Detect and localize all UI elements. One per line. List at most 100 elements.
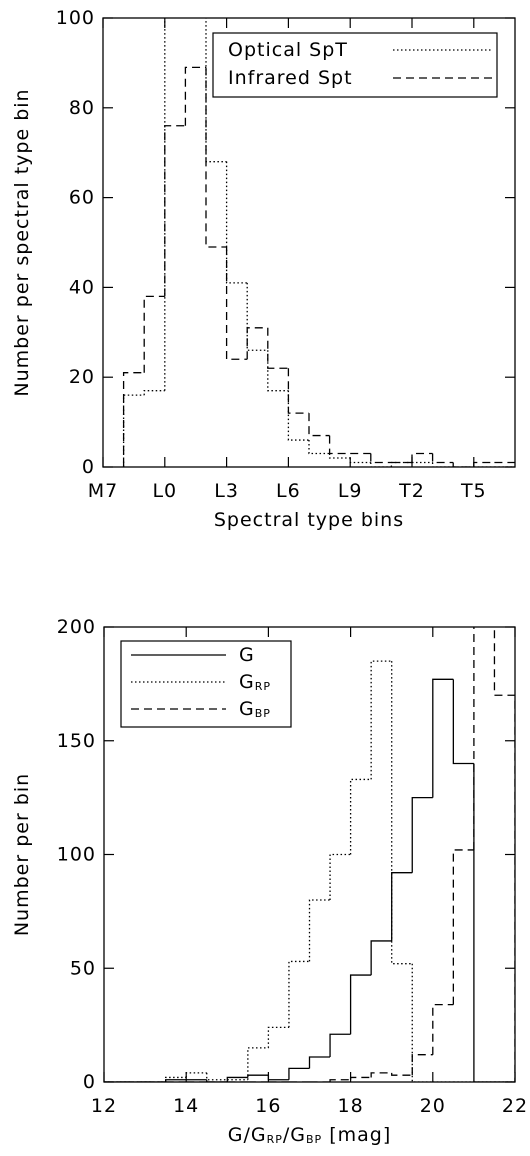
histogram-bin	[391, 872, 413, 941]
histogram-bin	[308, 899, 331, 962]
histogram-bin	[329, 1033, 351, 1057]
histogram-bin	[494, 461, 515, 467]
x-axis-label: Spectral type bins	[214, 509, 404, 531]
plot-area	[122, 18, 515, 467]
histogram-bin	[349, 458, 371, 464]
histogram-bin	[226, 1076, 248, 1082]
histogram-bin	[349, 974, 372, 1035]
legend-label: GRP	[239, 671, 271, 694]
histogram-bin	[122, 372, 145, 467]
histogram-bin	[225, 246, 248, 360]
histogram-bin	[411, 796, 433, 873]
legend-label: Optical SpT	[228, 39, 348, 61]
histogram-bin	[122, 394, 145, 467]
legend-label: GBP	[239, 698, 271, 721]
histogram-bin	[432, 1004, 454, 1055]
x-tick-label: 16	[255, 1095, 281, 1117]
histogram-bin	[391, 661, 413, 965]
histogram-bin	[328, 453, 351, 459]
histogram-bin	[452, 462, 474, 467]
histogram-bin	[349, 1076, 372, 1080]
histogram-bin	[452, 849, 474, 1005]
histogram-bin	[206, 1072, 228, 1081]
histogram-bin	[308, 1056, 331, 1069]
x-tick-label: M7	[88, 480, 118, 502]
y-tick-label: 40	[69, 276, 95, 298]
histogram-bin	[165, 1076, 187, 1082]
histogram-bin	[370, 660, 392, 780]
histogram-bin	[288, 960, 310, 1028]
x-tick-label: L9	[338, 480, 363, 502]
histogram-bin	[328, 435, 351, 455]
histogram-bin	[370, 453, 392, 464]
histogram-bin	[287, 368, 309, 414]
histogram-bin	[370, 462, 392, 467]
y-axis-label: Number per bin	[11, 773, 33, 936]
y-tick-label: 20	[69, 366, 95, 388]
x-tick-label: T5	[460, 480, 487, 502]
histogram-bin	[143, 295, 165, 373]
histogram-bin	[267, 1026, 289, 1048]
x-tick-label: 14	[173, 1095, 199, 1117]
histogram-bin	[206, 1079, 228, 1082]
plot-frame	[102, 17, 516, 468]
x-tick-label: L0	[152, 480, 177, 502]
histogram-bin	[329, 853, 351, 900]
histogram-bin	[247, 1074, 269, 1078]
histogram-bin	[185, 1072, 207, 1078]
x-tick-label: 22	[502, 1095, 528, 1117]
histogram-bin	[390, 461, 412, 467]
histogram-bin	[308, 413, 330, 437]
histogram-bin	[164, 125, 186, 297]
legend-label: Infrared Spt	[228, 67, 353, 89]
histogram-bin	[411, 452, 433, 463]
y-tick-label: 0	[83, 1071, 96, 1093]
histogram-bin	[473, 461, 495, 467]
histogram-bin	[329, 1079, 351, 1082]
histogram-bin	[288, 1067, 310, 1080]
histogram-bin	[391, 1072, 413, 1076]
histogram-bin	[308, 440, 330, 455]
histogram-bin	[267, 350, 289, 392]
histogram-bin	[143, 390, 165, 396]
histogram-bin	[452, 679, 474, 765]
histogram-bin	[267, 1075, 289, 1081]
x-tick-label: 20	[420, 1095, 446, 1117]
y-tick-label: 80	[69, 96, 95, 118]
y-tick-label: 0	[82, 456, 95, 478]
x-tick-label: T2	[398, 480, 425, 502]
histogram-bin	[246, 282, 268, 351]
histogram-bin	[473, 627, 475, 850]
y-tick-label: 100	[57, 843, 96, 865]
y-axis-label: Number per spectral type bin	[11, 88, 33, 396]
histogram-bin	[164, 18, 166, 391]
histogram-bin	[370, 940, 392, 976]
x-axis-label: G/GRP/GBP [mag]	[228, 1124, 392, 1147]
histogram-bin	[267, 327, 289, 369]
y-tick-label: 200	[57, 616, 96, 638]
x-tick-label: 12	[91, 1095, 117, 1117]
histogram-bin	[246, 327, 268, 360]
histogram-bin	[431, 462, 454, 467]
histogram-bin	[411, 1054, 433, 1076]
histogram-bin	[349, 778, 372, 855]
histogram-bin	[184, 66, 206, 126]
histogram-bin	[205, 67, 227, 248]
histogram-bin	[287, 390, 309, 441]
histogram-bin	[493, 627, 515, 1082]
legend-box	[212, 32, 498, 98]
y-tick-label: 150	[57, 729, 96, 751]
y-tick-label: 50	[70, 957, 96, 979]
histogram-bin	[370, 1072, 392, 1078]
legend-label: G	[239, 644, 255, 666]
histogram-bin	[431, 453, 454, 464]
histogram-bin	[432, 678, 454, 798]
x-tick-label: 18	[338, 1095, 364, 1117]
y-tick-label: 60	[69, 186, 95, 208]
plot-area	[104, 627, 515, 1082]
y-tick-label: 100	[56, 7, 95, 29]
histogram-bin	[225, 161, 248, 284]
x-tick-label: L3	[214, 480, 239, 502]
histogram-bin	[473, 763, 495, 1082]
